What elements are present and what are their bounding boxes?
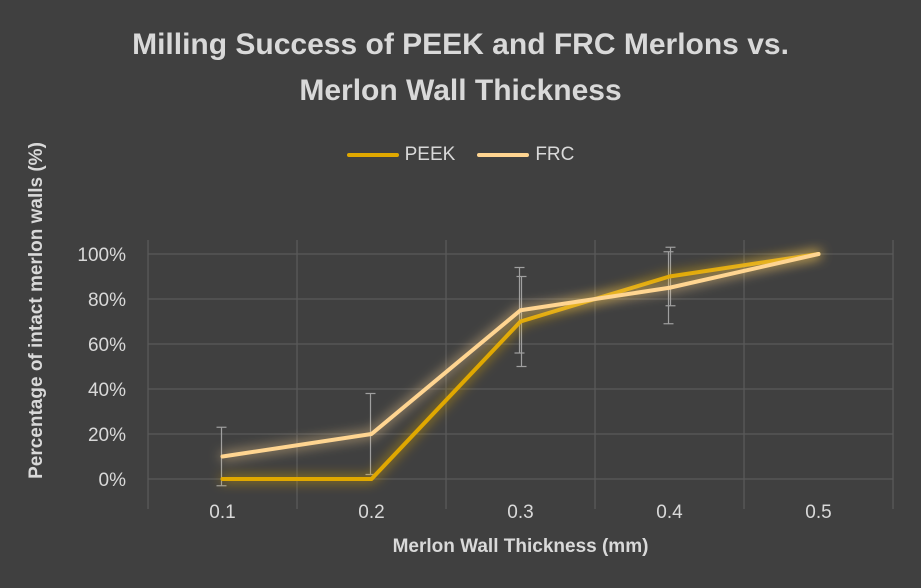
- chart-title-line-2: Merlon Wall Thickness: [299, 74, 622, 107]
- series-line-frc: [220, 252, 821, 459]
- x-tick-label: 0.5: [805, 502, 831, 523]
- y-tick-label: 100%: [77, 245, 126, 266]
- y-tick-label: 20%: [88, 425, 126, 446]
- x-tick-label: 0.1: [209, 502, 235, 523]
- y-tick-label: 80%: [88, 290, 126, 311]
- legend-swatch-frc: [477, 153, 530, 157]
- legend-label-frc: FRC: [535, 144, 575, 165]
- y-tick-label: 40%: [88, 380, 126, 401]
- y-tick-label: 0%: [99, 470, 127, 491]
- y-tick-label: 60%: [88, 335, 126, 356]
- chart-title: Milling Success of PEEK and FRC Merlons …: [0, 22, 921, 114]
- series-line-peek: [220, 252, 821, 481]
- legend-label-peek: PEEK: [404, 144, 456, 165]
- legend-swatch-peek: [346, 153, 399, 157]
- gridlines: [147, 240, 894, 509]
- x-tick-label: 0.3: [507, 502, 533, 523]
- x-tick-label: 0.2: [358, 502, 384, 523]
- y-axis-title: Percentage of intact merlon walls (%): [26, 142, 47, 479]
- chart-legend: PEEK FRC: [0, 144, 921, 166]
- x-tick-labels: 0.1 0.2 0.3 0.4 0.5: [209, 502, 831, 523]
- legend-item-peek: PEEK: [346, 144, 456, 166]
- chart-title-line-1: Milling Success of PEEK and FRC Merlons …: [132, 28, 789, 61]
- y-tick-labels: 0% 20% 40% 60% 80% 100%: [77, 245, 126, 491]
- x-axis-title: Merlon Wall Thickness (mm): [393, 536, 649, 557]
- legend-item-frc: FRC: [477, 144, 574, 166]
- x-tick-label: 0.4: [656, 502, 683, 523]
- series-lines: [220, 252, 821, 481]
